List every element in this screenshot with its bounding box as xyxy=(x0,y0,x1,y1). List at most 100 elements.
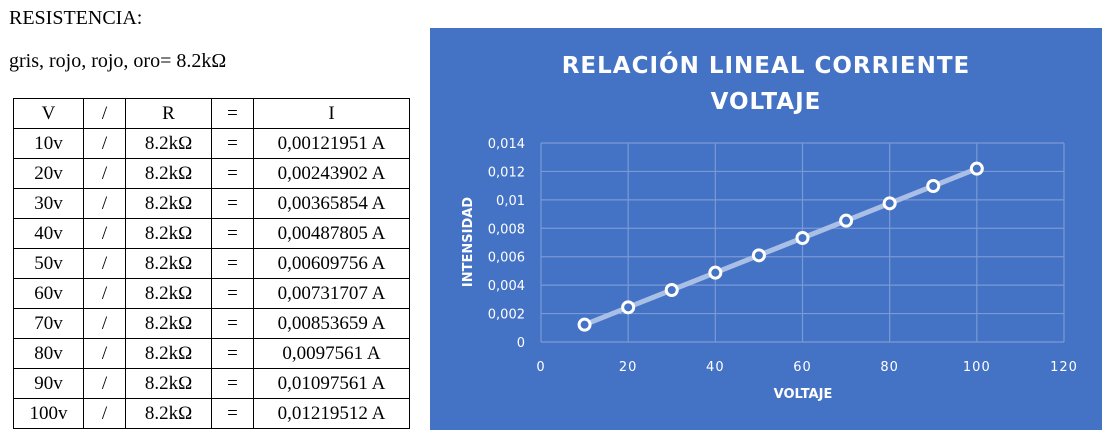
data-point-marker xyxy=(926,178,941,193)
cell-current: 0,00731707 A xyxy=(253,278,410,309)
y-axis-ticks: 0 0,002 0,004 0,006 0,008 0,01 0,012 0,014 xyxy=(488,137,525,351)
cell-divide: / xyxy=(83,308,126,339)
cell-voltage: 70v xyxy=(13,308,84,339)
cell-current: 0,00365854 A xyxy=(253,188,410,219)
cell-voltage: 10v xyxy=(13,128,84,159)
cell-divide: / xyxy=(83,128,126,159)
cell-equals: = xyxy=(211,278,254,309)
data-point-marker xyxy=(795,230,810,245)
chart-title-line-2: VOLTAJE xyxy=(711,89,822,115)
data-point-marker xyxy=(882,196,897,211)
cell-divide: / xyxy=(83,278,126,309)
cell-resistance: 8.2kΩ xyxy=(125,248,212,279)
data-point-marker xyxy=(577,317,592,332)
header-equals: = xyxy=(211,98,254,129)
data-point-marker xyxy=(751,248,766,263)
ohms-law-table: V / R = I 10v/8.2kΩ = 0,00121951 A 20v/8.2k… xyxy=(13,98,410,429)
cell-equals: = xyxy=(211,308,254,339)
cell-equals: = xyxy=(211,188,254,219)
cell-voltage: 100v xyxy=(13,398,84,429)
header-divide: / xyxy=(83,98,126,129)
table-row: 50v/8.2kΩ = 0,00609756 A xyxy=(13,248,410,279)
cell-resistance: 8.2kΩ xyxy=(125,218,212,249)
table-header-row: V / R = I xyxy=(13,98,410,129)
cell-equals: = xyxy=(211,218,254,249)
table-row: 100v/8.2kΩ = 0,01219512 A xyxy=(13,398,410,429)
table-row: 20v/8.2kΩ = 0,00243902 A xyxy=(13,158,410,189)
cell-current: 0,01097561 A xyxy=(253,368,410,399)
cell-equals: = xyxy=(211,338,254,369)
x-tick-label: 100 xyxy=(963,360,991,375)
cell-current: 0,0097561 A xyxy=(253,338,410,369)
header-resistance: R xyxy=(125,98,212,129)
y-tick-label: 0,002 xyxy=(488,308,525,323)
cell-voltage: 20v xyxy=(13,158,84,189)
x-axis-label: VOLTAJE xyxy=(774,387,833,402)
y-tick-label: 0,008 xyxy=(488,222,525,237)
y-tick-label: 0,012 xyxy=(488,165,525,180)
cell-resistance: 8.2kΩ xyxy=(125,278,212,309)
cell-divide: / xyxy=(83,398,126,429)
cell-voltage: 50v xyxy=(13,248,84,279)
table-row: 40v/8.2kΩ = 0,00487805 A xyxy=(13,218,410,249)
cell-resistance: 8.2kΩ xyxy=(125,158,212,189)
header-voltage: V xyxy=(13,98,84,129)
cell-resistance: 8.2kΩ xyxy=(125,308,212,339)
resistance-heading: RESISTENCIA: xyxy=(9,7,143,29)
cell-divide: / xyxy=(83,248,126,279)
cell-divide: / xyxy=(83,188,126,219)
cell-divide: / xyxy=(83,368,126,399)
cell-divide: / xyxy=(83,338,126,369)
x-tick-label: 0 xyxy=(536,360,545,375)
x-tick-label: 80 xyxy=(880,360,899,375)
cell-divide: / xyxy=(83,158,126,189)
cell-equals: = xyxy=(211,248,254,279)
data-point-marker xyxy=(839,213,854,228)
data-series xyxy=(577,161,984,332)
cell-voltage: 60v xyxy=(13,278,84,309)
cell-resistance: 8.2kΩ xyxy=(125,338,212,369)
line-chart: RELACIÓN LINEAL CORRIENTE VOLTAJE 0 0,002… xyxy=(461,51,1078,402)
x-tick-label: 20 xyxy=(619,360,638,375)
cell-current: 0,00243902 A xyxy=(253,158,410,189)
y-tick-label: 0,01 xyxy=(496,194,525,209)
data-point-marker xyxy=(664,282,679,297)
series-line xyxy=(582,166,980,328)
header-current: I xyxy=(253,98,410,129)
x-tick-label: 60 xyxy=(793,360,812,375)
y-tick-label: 0,014 xyxy=(488,137,525,152)
data-point-marker xyxy=(969,161,984,176)
cell-resistance: 8.2kΩ xyxy=(125,128,212,159)
table-row: 80v/8.2kΩ = 0,0097561 A xyxy=(13,338,410,369)
data-point-marker xyxy=(621,300,636,315)
cell-resistance: 8.2kΩ xyxy=(125,398,212,429)
resistance-color-code: gris, rojo, rojo, oro= 8.2kΩ xyxy=(9,50,227,72)
cell-current: 0,01219512 A xyxy=(253,398,410,429)
table-row: 10v/8.2kΩ = 0,00121951 A xyxy=(13,128,410,159)
cell-equals: = xyxy=(211,128,254,159)
cell-equals: = xyxy=(211,368,254,399)
cell-voltage: 30v xyxy=(13,188,84,219)
table-row: 60v/8.2kΩ = 0,00731707 A xyxy=(13,278,410,309)
cell-current: 0,00609756 A xyxy=(253,248,410,279)
cell-current: 0,00853659 A xyxy=(253,308,410,339)
table-row: 30v/8.2kΩ = 0,00365854 A xyxy=(13,188,410,219)
x-tick-label: 120 xyxy=(1050,360,1078,375)
x-axis-ticks: 0 20 40 60 80 100 120 xyxy=(536,360,1078,375)
x-tick-label: 40 xyxy=(706,360,725,375)
cell-voltage: 90v xyxy=(13,368,84,399)
y-tick-label: 0 xyxy=(517,336,525,351)
y-tick-label: 0,004 xyxy=(488,279,525,294)
cell-current: 0,00487805 A xyxy=(253,218,410,249)
table-row: 90v/8.2kΩ = 0,01097561 A xyxy=(13,368,410,399)
cell-resistance: 8.2kΩ xyxy=(125,188,212,219)
cell-resistance: 8.2kΩ xyxy=(125,368,212,399)
cell-equals: = xyxy=(211,398,254,429)
gridlines xyxy=(540,142,1065,343)
table-row: 70v/8.2kΩ = 0,00853659 A xyxy=(13,308,410,339)
y-tick-label: 0,006 xyxy=(488,251,525,266)
cell-current: 0,00121951 A xyxy=(253,128,410,159)
cell-voltage: 80v xyxy=(13,338,84,369)
y-axis-label: INTENSIDAD xyxy=(461,197,476,287)
chart-title-line-1: RELACIÓN LINEAL CORRIENTE xyxy=(562,51,971,79)
